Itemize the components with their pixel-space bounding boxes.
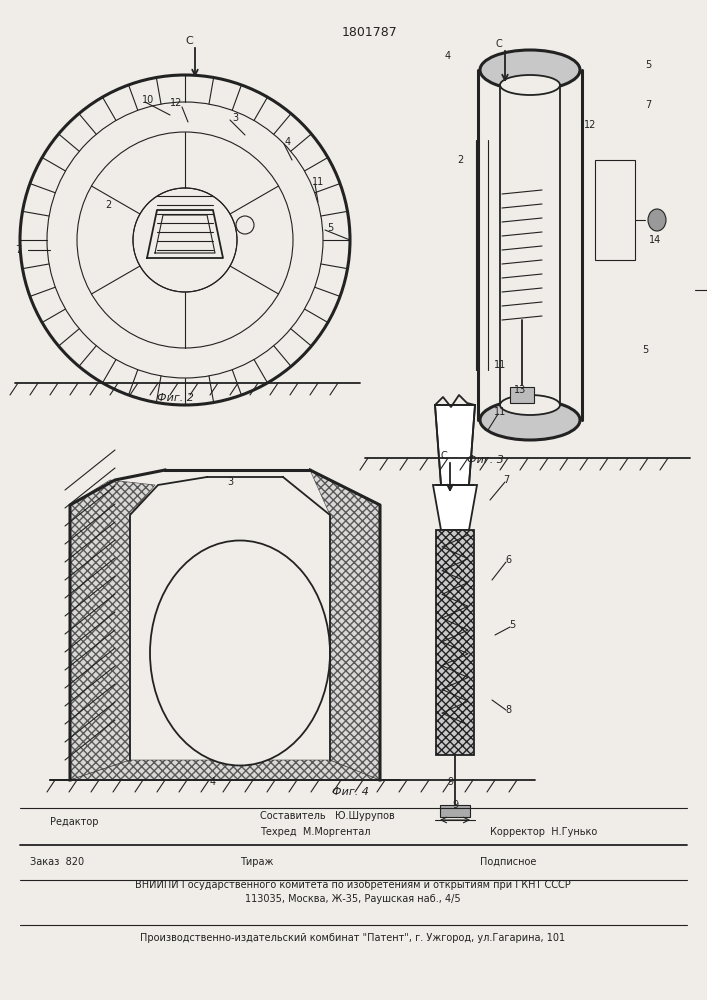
Text: C: C [185,36,193,46]
Text: 7: 7 [645,100,651,110]
Text: 5: 5 [327,223,333,233]
Polygon shape [435,405,475,485]
Text: Фиг. 3: Фиг. 3 [467,455,503,465]
Ellipse shape [648,209,666,231]
Text: 2: 2 [105,200,111,210]
Text: C: C [440,451,448,461]
Text: 1801787: 1801787 [342,25,398,38]
Bar [510,387,534,403]
Text: 4: 4 [210,777,216,787]
Text: 14: 14 [649,235,661,245]
Text: Корректор  Н.Гунько: Корректор Н.Гунько [490,827,597,837]
Text: 12: 12 [170,98,182,108]
Text: 3: 3 [227,477,233,487]
Text: 113035, Москва, Ж-35, Раушская наб., 4/5: 113035, Москва, Ж-35, Раушская наб., 4/5 [245,894,461,904]
Text: Фиг. 2: Фиг. 2 [156,393,194,403]
Ellipse shape [150,540,330,766]
Text: 3: 3 [232,113,238,123]
Text: 13: 13 [514,385,526,395]
Polygon shape [433,485,477,530]
Text: 9: 9 [452,800,458,810]
Text: 2: 2 [457,155,463,165]
Text: 10: 10 [142,95,154,105]
Text: 11: 11 [312,177,324,187]
Text: 4: 4 [445,51,451,61]
Text: 5: 5 [645,60,651,70]
Text: 12: 12 [584,120,596,130]
Text: 7: 7 [503,475,509,485]
Ellipse shape [480,400,580,440]
Text: Редактор: Редактор [50,817,98,827]
Text: 8: 8 [505,705,511,715]
Text: 9: 9 [447,777,453,787]
Text: 11: 11 [494,407,506,417]
Text: Заказ  820: Заказ 820 [30,857,84,867]
Bar [436,530,474,755]
Text: Техред  М.Моргентал: Техред М.Моргентал [260,827,370,837]
Ellipse shape [500,395,560,415]
Polygon shape [310,470,380,780]
Polygon shape [70,760,380,780]
Polygon shape [70,480,155,780]
Text: Тираж: Тираж [240,857,274,867]
Ellipse shape [480,50,580,90]
Text: Производственно-издательский комбинат "Патент", г. Ужгород, ул.Гагарина, 101: Производственно-издательский комбинат "П… [141,933,566,943]
Text: Подписное: Подписное [480,857,537,867]
Text: 6: 6 [505,555,511,565]
Text: C: C [496,39,503,49]
Text: Составитель   Ю.Шурупов: Составитель Ю.Шурупов [260,811,395,821]
Text: 7: 7 [15,245,21,255]
Text: 11: 11 [494,360,506,370]
Text: 5: 5 [509,620,515,630]
Text: 4: 4 [285,137,291,147]
Bar [440,805,470,817]
Bar [595,160,635,260]
Ellipse shape [500,75,560,95]
Text: Фиг. 4: Фиг. 4 [332,787,368,797]
Text: ВНИИПИ Государственного комитета по изобретениям и открытиям при ГКНТ СССР: ВНИИПИ Государственного комитета по изоб… [135,880,571,890]
Text: 5: 5 [642,345,648,355]
